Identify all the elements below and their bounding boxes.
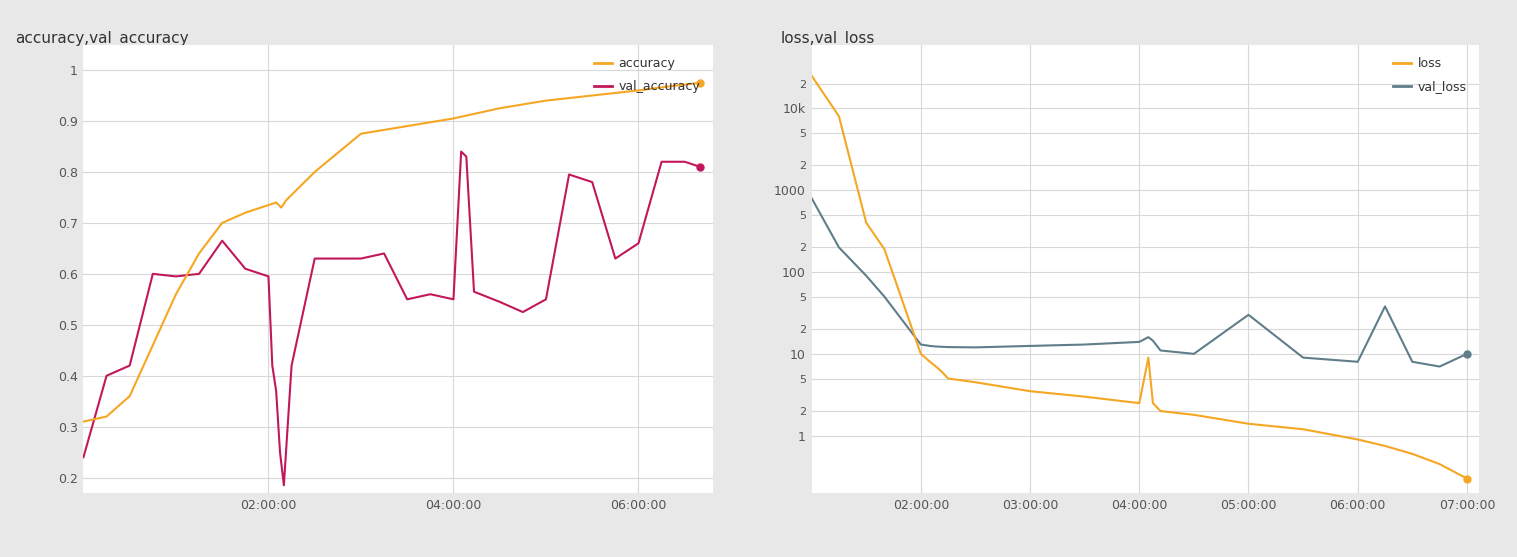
- Text: loss,val_loss: loss,val_loss: [781, 30, 875, 47]
- Legend: accuracy, val_accuracy: accuracy, val_accuracy: [587, 51, 707, 99]
- Text: accuracy,val_accuracy: accuracy,val_accuracy: [15, 30, 188, 47]
- Legend: loss, val_loss: loss, val_loss: [1387, 51, 1473, 99]
